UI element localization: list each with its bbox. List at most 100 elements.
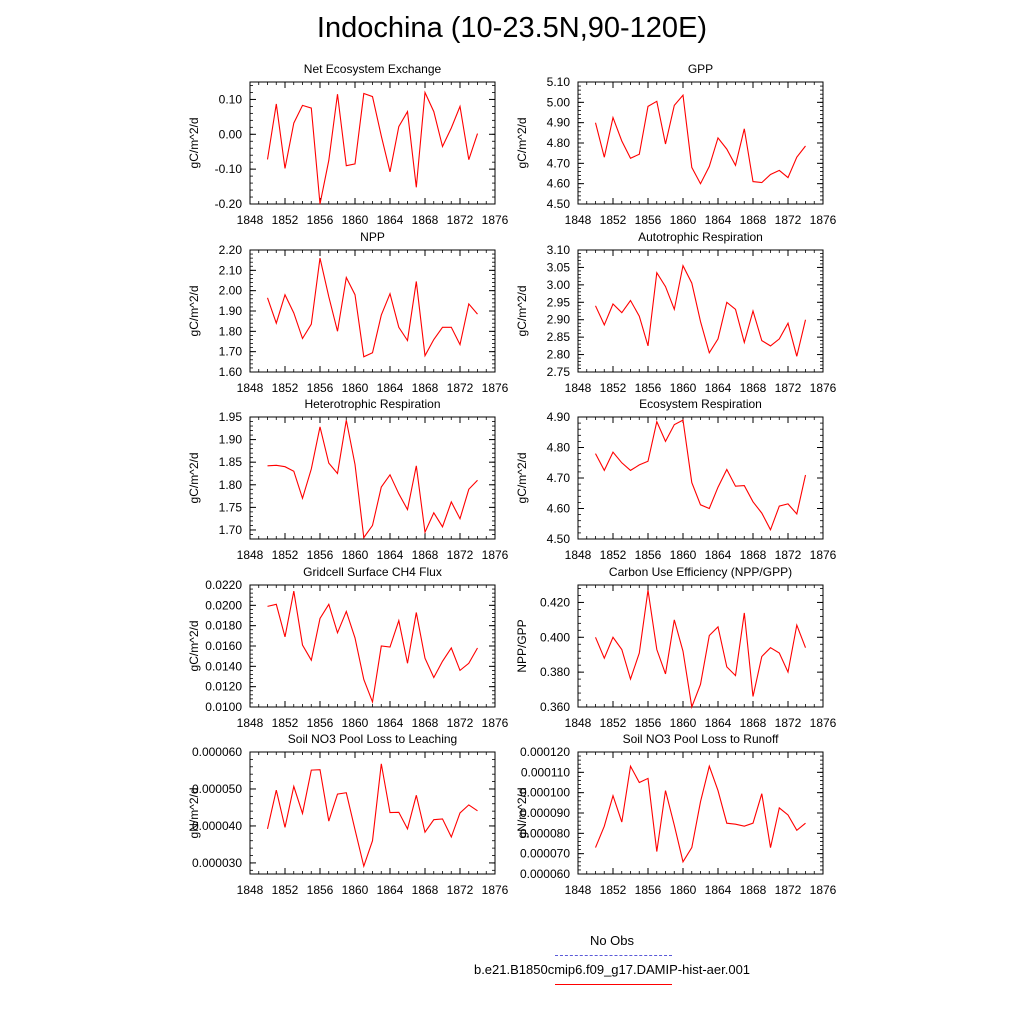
panel-7-series-line [594, 590, 807, 710]
panel-0-ytick-label: -0.10 [215, 162, 243, 176]
panel-4-xtick-label: 1864 [377, 548, 404, 562]
panel-2-ytick-label: 1.70 [219, 345, 243, 359]
panel-9-ytick-label: 0.000100 [520, 786, 570, 800]
panel-0-xtick-label: 1860 [342, 213, 369, 227]
panel-9-xtick-label: 1848 [565, 883, 592, 897]
panel-1-ytick-label: 4.50 [547, 197, 571, 211]
panel-9-xtick-label: 1864 [705, 883, 732, 897]
panel-2-ylabel: gC/m^2/d [187, 286, 201, 337]
panel-7-ylabel: NPP/GPP [515, 619, 529, 672]
panel-2-ytick-label: 2.10 [219, 263, 243, 277]
panel-3-xtick-label: 1864 [705, 381, 732, 395]
panel-2-xtick-label: 1868 [412, 381, 439, 395]
panel-2-frame [249, 249, 496, 373]
panel-8-ytick-label: 0.000040 [192, 819, 242, 833]
panel-6-xtick-label: 1876 [482, 716, 509, 730]
panel-1-ytick-label: 4.60 [547, 177, 571, 191]
panel-2-ytick-label: 1.80 [219, 324, 243, 338]
panel-8-xtick-label: 1848 [237, 883, 264, 897]
panel-5-ytick-label: 4.50 [547, 532, 571, 546]
panel-7-title: Carbon Use Efficiency (NPP/GPP) [609, 565, 792, 579]
panel-5-ytick-label: 4.60 [547, 502, 571, 516]
panel-7-xtick-label: 1852 [600, 716, 627, 730]
panel-4-xtick-label: 1868 [412, 548, 439, 562]
panel-5-xtick-label: 1872 [775, 548, 802, 562]
panel-8-xtick-label: 1856 [307, 883, 334, 897]
panel-2-xtick-label: 1864 [377, 381, 404, 395]
panel-8-title: Soil NO3 Pool Loss to Leaching [288, 732, 457, 746]
panel-8-xtick-label: 1868 [412, 883, 439, 897]
panel-5-series-line [595, 419, 807, 532]
panel-7-xtick-label: 1856 [635, 716, 662, 730]
panel-8-frame [249, 751, 496, 875]
panel-3-xtick-label: 1868 [740, 381, 767, 395]
panel-4-ytick-label: 1.85 [219, 455, 243, 469]
panel-5-xtick-label: 1868 [740, 548, 767, 562]
panel-3-ytick-label: 3.05 [547, 260, 571, 274]
panel-2-xtick-label: 1872 [447, 381, 474, 395]
panel-6-xtick-label: 1856 [307, 716, 334, 730]
panel-7-xtick-label: 1848 [565, 716, 592, 730]
panel-6-ytick-label: 0.0120 [205, 680, 242, 694]
panel-2-ytick-label: 2.20 [219, 243, 243, 257]
panel-4-ylabel: gC/m^2/d [187, 453, 201, 504]
panel-5-title: Ecosystem Respiration [639, 397, 762, 411]
panel-3-ytick-label: 2.95 [547, 295, 571, 309]
panel-3-ytick-label: 2.90 [547, 313, 571, 327]
panel-3-xtick-label: 1856 [635, 381, 662, 395]
panel-6-series-line [267, 590, 478, 705]
panel-6-xtick-label: 1872 [447, 716, 474, 730]
panel-4-frame [249, 416, 496, 540]
panel-9-ytick-label: 0.000090 [520, 806, 570, 820]
panel-4-xtick-label: 1856 [307, 548, 334, 562]
panel-6-xtick-label: 1868 [412, 716, 439, 730]
panel-9-xtick-label: 1860 [670, 883, 697, 897]
panel-5-xtick-label: 1856 [635, 548, 662, 562]
panel-0-ytick-label: 0.00 [219, 127, 243, 141]
panel-7-ytick-label: 0.400 [540, 630, 570, 644]
panel-4-xtick-label: 1848 [237, 548, 264, 562]
panel-5-frame [577, 416, 824, 540]
panel-6-xtick-label: 1860 [342, 716, 369, 730]
panel-6-xtick-label: 1864 [377, 716, 404, 730]
panel-6-ytick-label: 0.0100 [205, 700, 242, 714]
panel-2-xtick-label: 1856 [307, 381, 334, 395]
panel-3-frame [577, 249, 824, 373]
panel-1-xtick-label: 1860 [670, 213, 697, 227]
panel-9-xtick-label: 1876 [810, 883, 837, 897]
panel-4-ytick-label: 1.90 [219, 433, 243, 447]
panel-0-series-line [266, 90, 479, 205]
panel-1-ytick-label: 4.90 [547, 116, 571, 130]
panel-6-ytick-label: 0.0220 [205, 578, 242, 592]
panel-5-xtick-label: 1876 [810, 548, 837, 562]
panel-3-ylabel: gC/m^2/d [515, 286, 529, 337]
panel-5-xtick-label: 1864 [705, 548, 732, 562]
panel-6-xtick-label: 1848 [237, 716, 264, 730]
panel-4-title: Heterotrophic Respiration [304, 397, 440, 411]
panel-1-ytick-label: 5.00 [547, 95, 571, 109]
panel-4-ytick-label: 1.75 [219, 500, 243, 514]
panel-2-ytick-label: 2.00 [219, 284, 243, 298]
panel-5-ytick-label: 4.90 [547, 410, 571, 424]
panel-9-series-line [594, 764, 806, 864]
panel-2-title: NPP [360, 230, 385, 244]
panel-1-xtick-label: 1856 [635, 213, 662, 227]
panel-5-ytick-label: 4.80 [547, 441, 571, 455]
panel-2-xtick-label: 1876 [482, 381, 509, 395]
legend-label-no-obs: No Obs [589, 933, 635, 948]
panel-3-ytick-label: 3.00 [547, 278, 571, 292]
panel-5-xtick-label: 1852 [600, 548, 627, 562]
panel-0-xtick-label: 1848 [237, 213, 264, 227]
panel-4-xtick-label: 1872 [447, 548, 474, 562]
panel-7-xtick-label: 1872 [775, 716, 802, 730]
panel-8-ytick-label: 0.000060 [192, 745, 242, 759]
panel-0-xtick-label: 1856 [307, 213, 334, 227]
panel-1-ytick-label: 4.80 [547, 136, 571, 150]
panel-6-ytick-label: 0.0180 [205, 619, 242, 633]
panel-9-ylabel: gN/m^2/d [515, 788, 529, 839]
panel-4-xtick-label: 1876 [482, 548, 509, 562]
panel-7-ytick-label: 0.420 [540, 595, 570, 609]
panel-6-frame [249, 584, 496, 708]
panel-3-xtick-label: 1852 [600, 381, 627, 395]
